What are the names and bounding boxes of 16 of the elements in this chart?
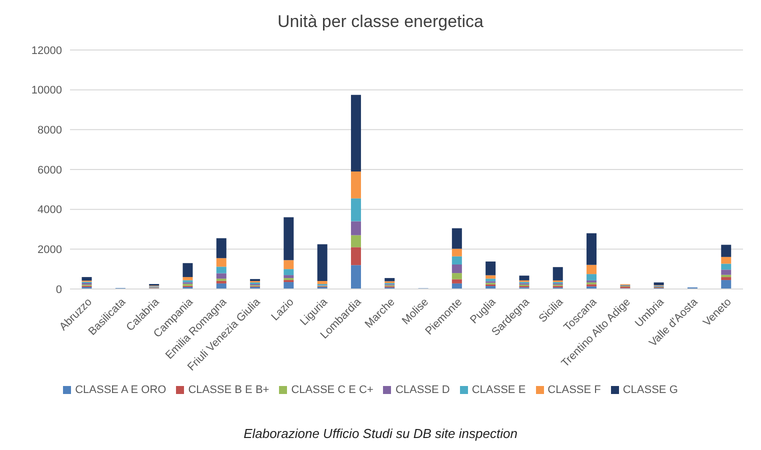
chart-title: Unità per classe energetica — [276, 12, 484, 33]
legend-label: CLASSE E — [472, 384, 526, 396]
y-tick-label: 8000 — [38, 124, 62, 137]
y-tick-label: 2000 — [38, 244, 62, 256]
legend-label: CLASSE F — [548, 384, 601, 396]
legend-label: CLASSE A E ORO — [75, 384, 166, 396]
legend-label: CLASSE C E C+ — [291, 384, 374, 396]
y-tick-label: 4000 — [38, 204, 62, 216]
legend-label: CLASSE G — [622, 384, 678, 396]
y-tick-label: 12000 — [31, 44, 62, 57]
y-tick-label: 10000 — [31, 84, 62, 97]
y-tick-label: 0 — [56, 284, 62, 296]
legend-label: CLASSE D — [395, 384, 450, 396]
legend-label: CLASSE B E B+ — [188, 384, 270, 396]
y-tick-label: 6000 — [38, 164, 62, 176]
text: Elaborazione Ufficio Studi su DB site inspection — [242, 426, 518, 441]
